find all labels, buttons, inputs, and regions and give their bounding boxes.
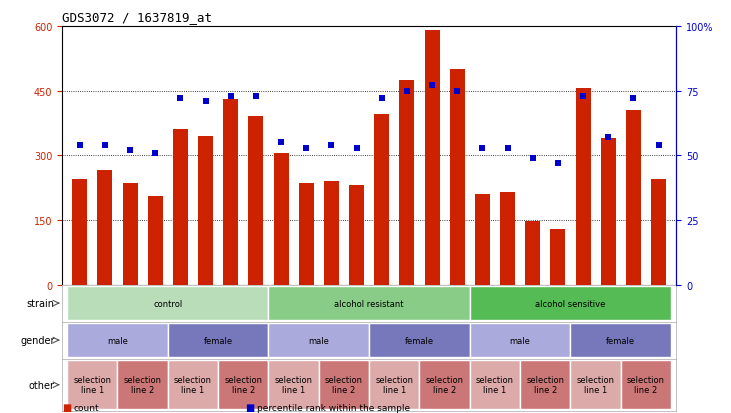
Bar xyxy=(268,360,319,409)
Text: selection
line 2: selection line 2 xyxy=(627,375,665,394)
Text: selection
line 1: selection line 1 xyxy=(275,375,313,394)
Text: ■: ■ xyxy=(245,402,254,412)
Bar xyxy=(223,100,238,285)
Text: ■: ■ xyxy=(62,402,72,412)
Point xyxy=(552,160,564,167)
Bar xyxy=(651,180,666,285)
Point xyxy=(351,145,363,152)
Text: female: female xyxy=(606,336,635,345)
Point xyxy=(577,93,589,100)
Text: female: female xyxy=(405,336,434,345)
Bar xyxy=(369,360,420,409)
Text: selection
line 2: selection line 2 xyxy=(224,375,262,394)
Text: female: female xyxy=(204,336,232,345)
Point xyxy=(527,155,539,162)
Text: control: control xyxy=(154,299,183,308)
Bar xyxy=(525,221,540,285)
Text: selection
line 1: selection line 1 xyxy=(73,375,111,394)
Bar xyxy=(168,323,268,358)
Bar xyxy=(399,81,414,285)
Bar xyxy=(470,360,520,409)
Text: selection
line 2: selection line 2 xyxy=(425,375,463,394)
Bar xyxy=(123,184,137,285)
Point xyxy=(99,142,111,149)
Point xyxy=(149,150,161,157)
Bar xyxy=(67,286,268,321)
Bar xyxy=(550,229,566,285)
Text: percentile rank within the sample: percentile rank within the sample xyxy=(257,403,409,412)
Bar xyxy=(420,360,470,409)
Point xyxy=(300,145,312,152)
Bar xyxy=(198,137,213,285)
Point xyxy=(276,140,287,146)
Bar xyxy=(500,192,515,285)
Bar xyxy=(319,360,369,409)
Point xyxy=(653,142,664,149)
Point xyxy=(401,88,413,95)
Bar xyxy=(575,89,591,285)
Bar xyxy=(148,197,163,285)
Bar xyxy=(470,323,570,358)
Bar xyxy=(218,360,268,409)
Bar xyxy=(67,360,118,409)
Bar xyxy=(249,117,263,285)
Bar xyxy=(97,171,113,285)
Point xyxy=(175,96,186,102)
Bar xyxy=(349,186,364,285)
Text: alcohol resistant: alcohol resistant xyxy=(334,299,404,308)
Point xyxy=(225,93,237,100)
Text: GDS3072 / 1637819_at: GDS3072 / 1637819_at xyxy=(62,11,212,24)
Bar xyxy=(570,323,671,358)
Text: selection
line 1: selection line 1 xyxy=(577,375,615,394)
Point xyxy=(501,145,513,152)
Text: selection
line 2: selection line 2 xyxy=(526,375,564,394)
Text: count: count xyxy=(74,403,99,412)
Text: male: male xyxy=(308,336,329,345)
Bar xyxy=(570,360,621,409)
Point xyxy=(477,145,488,152)
Point xyxy=(602,135,614,141)
Bar xyxy=(299,184,314,285)
Point xyxy=(426,83,438,90)
Bar xyxy=(520,360,570,409)
Bar xyxy=(369,323,470,358)
Bar xyxy=(173,130,188,285)
Bar xyxy=(72,180,87,285)
Point xyxy=(200,98,211,105)
Bar xyxy=(601,139,616,285)
Bar xyxy=(268,286,470,321)
Bar xyxy=(470,286,671,321)
Bar xyxy=(450,70,465,285)
Bar xyxy=(626,111,641,285)
Text: selection
line 2: selection line 2 xyxy=(325,375,363,394)
Bar xyxy=(67,323,168,358)
Bar xyxy=(374,115,390,285)
Text: selection
line 1: selection line 1 xyxy=(476,375,514,394)
Point xyxy=(376,96,387,102)
Bar xyxy=(118,360,168,409)
Point xyxy=(250,93,262,100)
Point xyxy=(325,142,337,149)
Bar xyxy=(425,31,439,285)
Text: selection
line 2: selection line 2 xyxy=(124,375,162,394)
Text: selection
line 1: selection line 1 xyxy=(174,375,212,394)
Point xyxy=(74,142,86,149)
Bar xyxy=(475,195,490,285)
Bar xyxy=(621,360,671,409)
Text: male: male xyxy=(510,336,531,345)
Text: alcohol sensitive: alcohol sensitive xyxy=(535,299,606,308)
Point xyxy=(451,88,463,95)
Point xyxy=(627,96,639,102)
Bar xyxy=(268,323,369,358)
Bar xyxy=(168,360,218,409)
Text: male: male xyxy=(107,336,128,345)
Point xyxy=(124,147,136,154)
Bar xyxy=(273,154,289,285)
Text: strain: strain xyxy=(26,299,55,309)
Bar xyxy=(324,182,339,285)
Text: other: other xyxy=(29,380,55,390)
Text: selection
line 1: selection line 1 xyxy=(375,375,413,394)
Text: gender: gender xyxy=(20,335,55,345)
